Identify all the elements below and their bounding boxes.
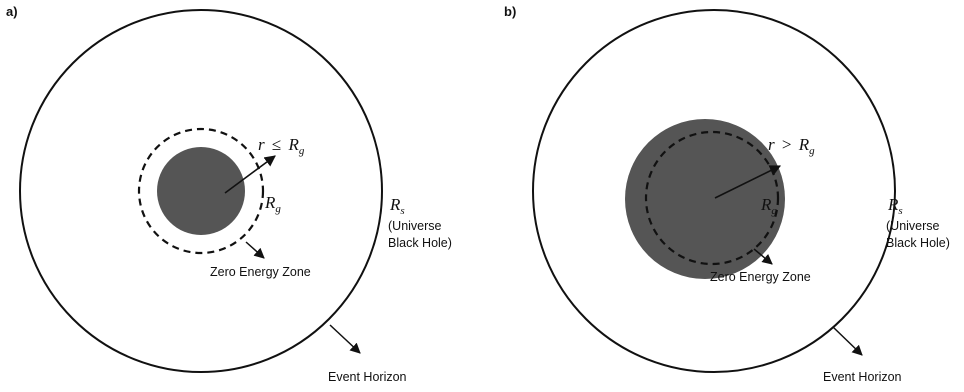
- event-horizon-label-a: Event Horizon: [328, 370, 407, 384]
- outer-radius-label-a: Rs: [389, 195, 405, 217]
- panel-b: b) r > Rg Rg Zero Energy Zone Rs (Univer…: [504, 4, 950, 384]
- mass-disk-a: [157, 147, 245, 235]
- event-horizon-arrow-b: [832, 326, 863, 356]
- inner-radius-label-b: Rg: [760, 195, 777, 217]
- panel-b-label: b): [504, 4, 516, 19]
- event-horizon-arrow-a: [329, 324, 361, 354]
- zero-energy-boundary-a: [137, 127, 265, 255]
- zero-energy-arrow-b: [753, 248, 773, 265]
- universe-label-b-line1: (Universe: [886, 219, 940, 233]
- zero-energy-boundary-b: [644, 130, 780, 266]
- universe-label-b-line2: Black Hole): [886, 236, 950, 250]
- zero-energy-arrow-a: [245, 241, 265, 259]
- zero-energy-label-b: Zero Energy Zone: [710, 270, 811, 284]
- universe-label-a-line2: Black Hole): [388, 236, 452, 250]
- panel-a-label: a): [6, 4, 18, 19]
- radius-label-a: r ≤ Rg: [258, 135, 305, 157]
- mass-disk-b: [625, 119, 785, 279]
- event-horizon-circle-b: [532, 9, 896, 373]
- radius-label-b: r > Rg: [768, 135, 815, 157]
- zero-energy-label-a: Zero Energy Zone: [210, 265, 311, 279]
- outer-radius-label-b: Rs: [887, 195, 903, 217]
- radius-arrow-a: [224, 155, 276, 194]
- event-horizon-circle-a: [19, 9, 383, 373]
- inner-radius-label-a: Rg: [264, 193, 281, 215]
- universe-label-a-line1: (Universe: [388, 219, 442, 233]
- panel-a: a) r ≤ Rg Rg Zero Energy Zone Rs (Univer…: [6, 4, 452, 384]
- radius-arrow-b: [714, 165, 782, 199]
- event-horizon-label-b: Event Horizon: [823, 370, 902, 384]
